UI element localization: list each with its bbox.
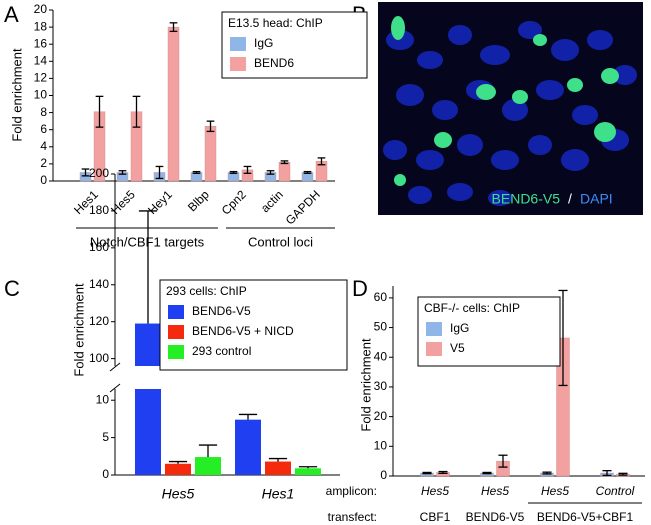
y-tick-label: 10 xyxy=(34,88,48,102)
bar xyxy=(278,161,291,182)
y-tick-label: 16 xyxy=(34,36,48,50)
y-tick-label: 180 xyxy=(89,203,109,217)
stain-label: BEND6-V5 xyxy=(492,191,561,207)
bar xyxy=(235,419,261,475)
x-tick-label: Hes5 xyxy=(421,484,449,498)
row-label: transfect: xyxy=(328,510,377,524)
y-tick-label: 20 xyxy=(34,2,48,16)
legend-swatch xyxy=(426,342,442,356)
y-axis-label: Fold enrichment xyxy=(9,48,24,142)
x-tick-label: Hes5 xyxy=(162,486,195,502)
group-label: Notch/CBF1 targets xyxy=(90,234,205,249)
y-tick-label: 100 xyxy=(89,351,109,365)
x-tick-label: Cpn2 xyxy=(219,187,249,217)
y-tick-label: 0 xyxy=(102,467,109,481)
transfect-label: BEND6-V5+CBF1 xyxy=(537,510,634,524)
legend-label: BEND6-V5 + NICD xyxy=(192,324,294,338)
legend-swatch xyxy=(230,37,246,51)
y-tick-label: 5 xyxy=(102,430,109,444)
x-tick-label: Hes5 xyxy=(541,484,569,498)
x-tick-label: Hey1 xyxy=(145,187,175,217)
y-tick-label: 10 xyxy=(96,392,110,406)
y-tick-label: 10 xyxy=(374,438,388,452)
bar xyxy=(295,468,321,475)
legend-title: E13.5 head: ChIP xyxy=(228,16,323,30)
legend-label: IgG xyxy=(450,321,469,335)
legend-swatch xyxy=(168,345,184,359)
x-tick-label: Hes1 xyxy=(262,486,295,502)
y-tick-label: 160 xyxy=(89,240,109,254)
bar xyxy=(265,461,291,475)
transfect-label: CBF1 xyxy=(420,510,451,524)
bar xyxy=(167,26,180,182)
legend-swatch xyxy=(426,322,442,336)
group-label: Control loci xyxy=(248,234,313,249)
x-tick-label: Blbp xyxy=(185,187,212,214)
legend-box xyxy=(159,279,348,371)
y-axis-label: Fold enrichment xyxy=(358,338,373,432)
legend-label: BEND6-V5 xyxy=(192,304,251,318)
y-tick-label: 200 xyxy=(89,166,109,180)
stain-label: DAPI xyxy=(580,191,613,207)
panel-label: C xyxy=(4,276,20,301)
y-tick-label: 0 xyxy=(40,173,47,187)
legend-label: V5 xyxy=(450,341,465,355)
y-tick-label: 8 xyxy=(40,105,47,119)
legend-title: 293 cells: ChIP xyxy=(166,284,247,298)
y-tick-label: 2 xyxy=(40,156,47,170)
bar xyxy=(204,126,217,182)
transfect-label: BEND6-V5 xyxy=(466,510,525,524)
y-tick-label: 60 xyxy=(374,290,388,304)
bar xyxy=(135,323,161,366)
stain-separator: / xyxy=(568,191,572,207)
legend-swatch xyxy=(168,305,184,319)
micrograph: BEND6-V5 / DAPI xyxy=(378,2,643,215)
row-label: amplicon: xyxy=(326,484,377,498)
y-tick-label: 4 xyxy=(40,139,47,153)
y-tick-label: 50 xyxy=(374,320,388,334)
legend-label: 293 control xyxy=(192,344,251,358)
y-tick-label: 0 xyxy=(380,468,387,482)
legend-swatch xyxy=(230,57,246,71)
y-tick-label: 140 xyxy=(89,277,109,291)
legend-box xyxy=(221,11,368,79)
y-tick-label: 30 xyxy=(374,379,388,393)
legend-title: CBF-/- cells: ChIP xyxy=(424,301,520,315)
y-tick-label: 120 xyxy=(89,314,109,328)
y-axis-label: Fold enrichment xyxy=(71,283,86,377)
x-tick-label: Hes5 xyxy=(108,187,138,217)
bar xyxy=(165,463,191,475)
x-tick-label: actin xyxy=(258,187,286,215)
legend-label: BEND6 xyxy=(254,56,294,70)
panel-label: D xyxy=(352,276,368,301)
legend-swatch xyxy=(168,325,184,339)
y-tick-label: 20 xyxy=(374,409,388,423)
x-tick-label: Hes5 xyxy=(481,484,509,498)
y-tick-label: 14 xyxy=(34,53,48,67)
y-tick-label: 40 xyxy=(374,349,388,363)
axis-break xyxy=(109,362,121,372)
x-tick-label: GAPDH xyxy=(283,187,323,227)
y-tick-label: 18 xyxy=(34,19,48,33)
panel-label: A xyxy=(4,2,19,27)
bar xyxy=(195,457,221,475)
x-tick-label: Control xyxy=(596,484,635,498)
legend-label: IgG xyxy=(254,36,273,50)
bar xyxy=(135,389,161,475)
y-tick-label: 12 xyxy=(34,71,48,85)
y-tick-label: 6 xyxy=(40,122,47,136)
axis-break xyxy=(109,383,121,393)
